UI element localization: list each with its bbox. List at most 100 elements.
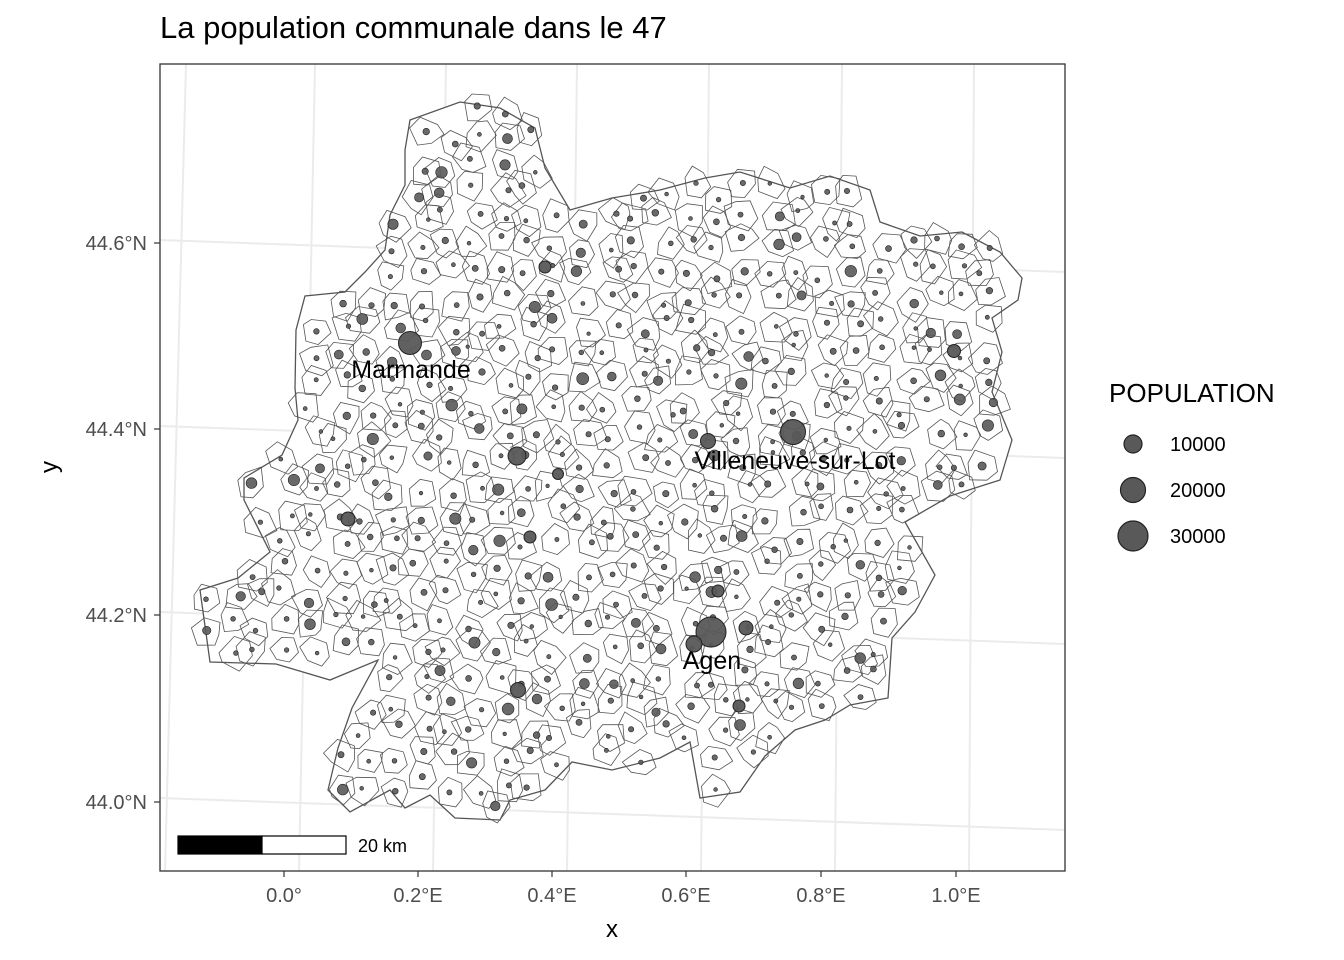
population-point [800, 509, 807, 516]
commune-boundary [593, 424, 624, 451]
commune-boundary [702, 494, 729, 525]
population-point [395, 720, 403, 728]
population-point [466, 757, 478, 769]
commune-boundary [900, 248, 931, 282]
population-point [498, 233, 505, 239]
population-point [883, 491, 889, 497]
population-point [814, 277, 821, 284]
commune-boundary [371, 479, 403, 511]
population-point [747, 482, 753, 487]
population-point [815, 680, 821, 687]
commune-boundary [301, 365, 332, 396]
population-point [287, 473, 300, 486]
commune-boundary [236, 559, 268, 592]
population-point [579, 678, 590, 689]
population-point [707, 349, 716, 357]
population-point [446, 696, 456, 706]
population-point [389, 455, 394, 460]
commune-boundary [237, 466, 264, 499]
population-point [586, 574, 592, 581]
population-point [424, 674, 430, 680]
commune-boundary [381, 708, 416, 739]
population-point [435, 166, 448, 179]
population-point [952, 329, 962, 340]
x-tick-label: 0.4°E [527, 885, 576, 907]
population-point [712, 332, 718, 338]
population-point [631, 618, 641, 628]
population-point [983, 357, 991, 365]
population-point [505, 187, 512, 194]
population-point-large [507, 446, 527, 466]
commune-boundary [436, 682, 466, 716]
population-point [738, 328, 745, 335]
commune-boundary [193, 583, 221, 613]
commune-boundary [646, 292, 678, 320]
population-point [337, 751, 345, 759]
commune-boundary [357, 287, 387, 318]
commune-boundary [759, 311, 793, 343]
population-point [421, 349, 432, 361]
population-point [658, 520, 663, 526]
commune-boundary [781, 330, 809, 362]
commune-boundary [535, 389, 566, 423]
commune-boundary [617, 475, 653, 507]
population-point [443, 558, 449, 564]
population-point [437, 618, 442, 624]
legend-title: POPULATION [1109, 378, 1275, 408]
commune-boundary [429, 228, 460, 259]
population-point [527, 126, 535, 134]
commune-boundary [924, 221, 953, 255]
commune-boundary [383, 410, 408, 439]
legend: POPULATION 10000 20000 30000 [1109, 378, 1275, 552]
population-point [395, 322, 406, 334]
population-point [665, 358, 671, 364]
population-point [737, 211, 744, 218]
commune-boundary [643, 696, 669, 728]
commune-boundary [679, 419, 709, 447]
commune-boundary [531, 664, 561, 695]
population-point [843, 378, 850, 385]
population-point [304, 618, 316, 630]
population-point [870, 665, 877, 673]
commune-boundary [537, 300, 566, 334]
y-tick-label: 44.2°N [86, 605, 147, 627]
population-point [334, 481, 341, 488]
population-point [658, 268, 665, 275]
population-point [823, 319, 830, 326]
population-point [314, 650, 320, 656]
population-point [383, 598, 389, 603]
population-point [493, 591, 499, 597]
population-point [984, 314, 990, 320]
population-point [492, 483, 505, 496]
commune-boundary [380, 777, 409, 808]
commune-boundary [805, 670, 836, 698]
population-point [873, 375, 879, 381]
commune-boundary [422, 657, 455, 684]
commune-boundary [466, 589, 499, 619]
commune-boundary [643, 504, 675, 538]
commune-boundary [592, 733, 621, 766]
commune-boundary [332, 402, 360, 435]
population-point [473, 102, 481, 110]
population-point [394, 535, 400, 542]
population-point [607, 697, 614, 704]
commune-boundary [413, 683, 443, 716]
population-point [289, 513, 295, 519]
population-point [854, 652, 866, 664]
population-point [386, 356, 398, 368]
commune-boundary [834, 411, 865, 444]
commune-boundary [301, 453, 335, 485]
population-point [764, 681, 770, 687]
commune-boundary [543, 693, 576, 722]
population-point [849, 243, 856, 250]
commune-boundary [780, 196, 814, 228]
commune-boundary [382, 642, 413, 675]
commune-boundary [357, 521, 384, 552]
population-point [313, 377, 319, 383]
population-point [545, 483, 550, 489]
population-point [412, 623, 418, 629]
commune-boundary [627, 442, 660, 473]
population-point [950, 464, 957, 471]
population-point [734, 594, 739, 599]
population-point [558, 614, 563, 620]
